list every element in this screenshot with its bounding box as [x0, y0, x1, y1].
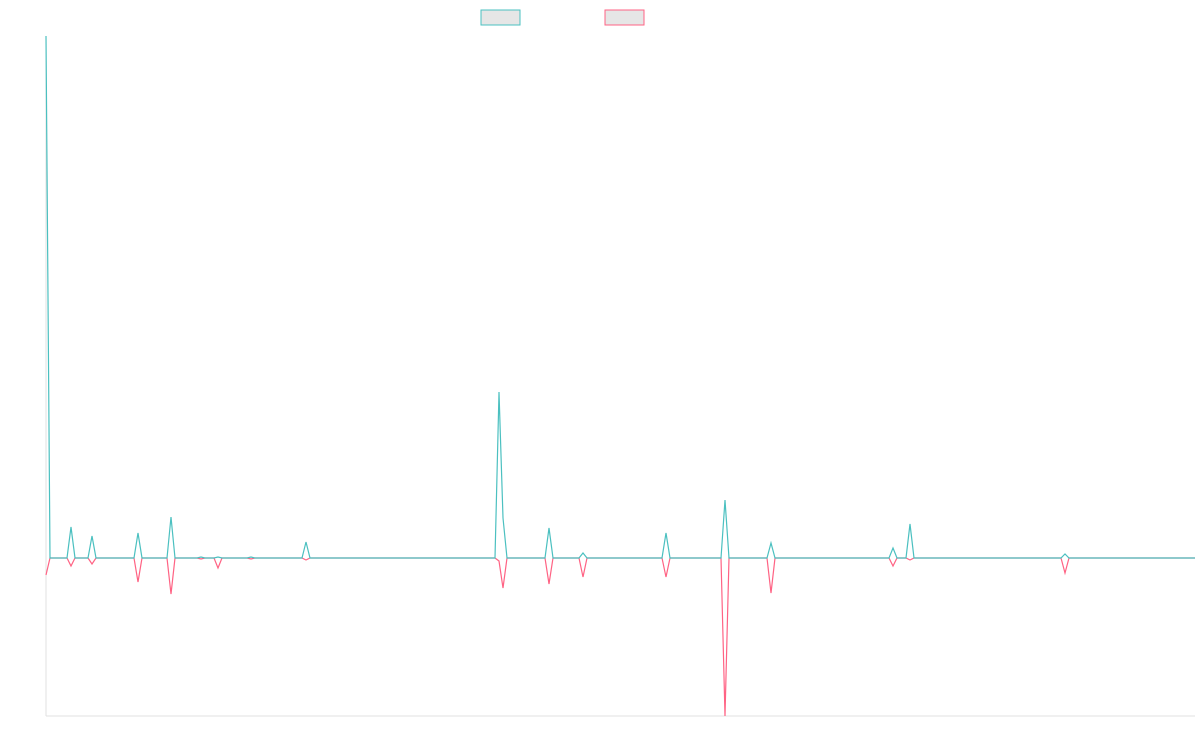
legend-swatch — [604, 9, 645, 26]
series-line — [45, 557, 1195, 717]
series-line — [45, 35, 1195, 559]
legend-swatch — [480, 9, 521, 26]
